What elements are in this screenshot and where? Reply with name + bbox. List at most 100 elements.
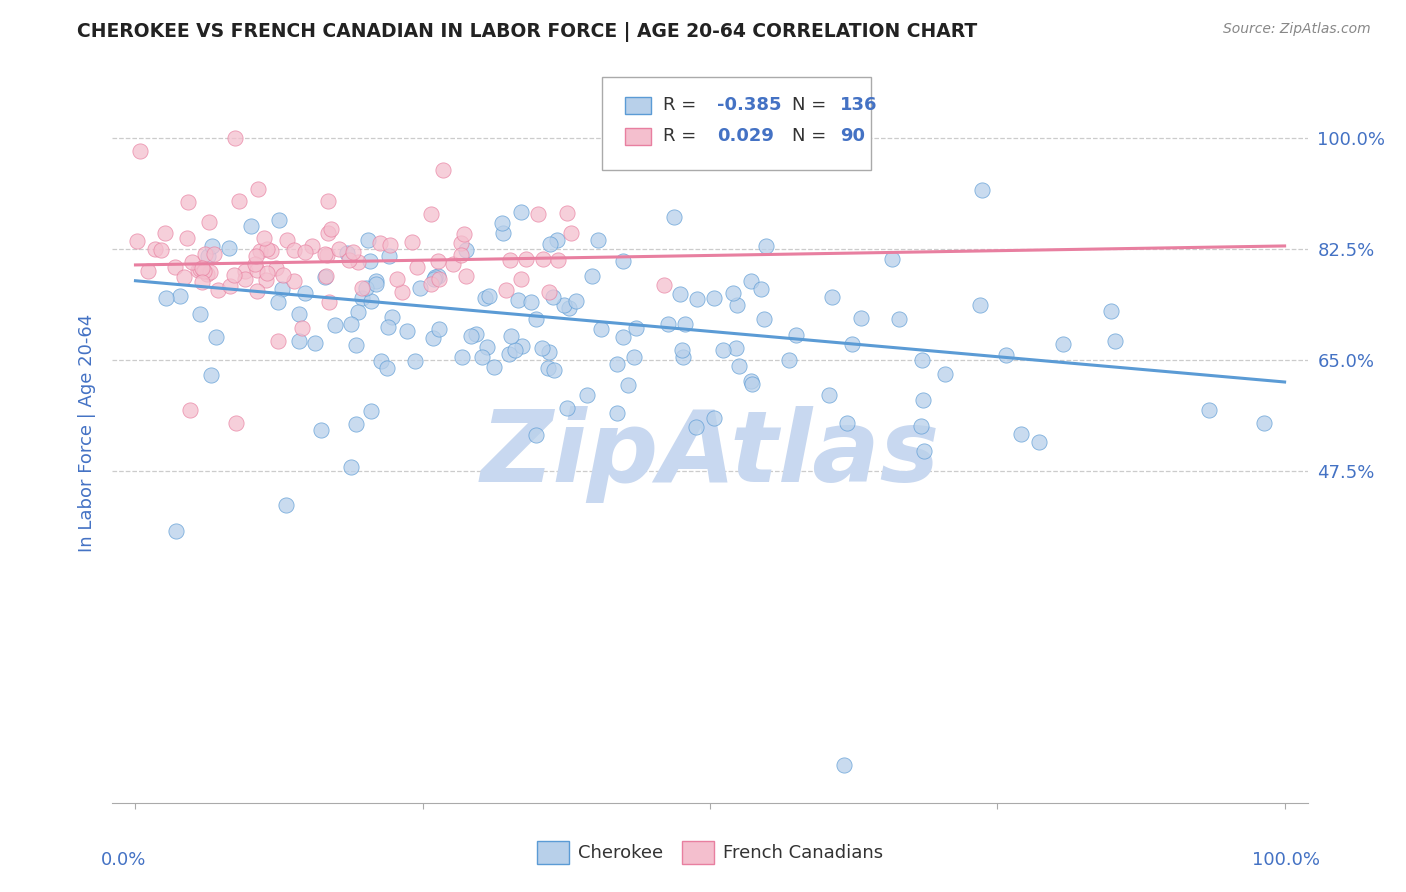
Point	[841, 337, 863, 351]
Point	[453, 227, 475, 242]
Point	[311, 423, 333, 437]
Point	[606, 357, 628, 371]
Point	[283, 243, 305, 257]
Point	[378, 238, 401, 252]
Point	[1028, 434, 1050, 449]
Text: N =: N =	[793, 96, 832, 114]
Point	[207, 283, 229, 297]
Text: 136: 136	[841, 96, 877, 114]
Point	[723, 285, 745, 300]
Point	[385, 271, 408, 285]
Point	[266, 261, 288, 276]
Point	[456, 243, 478, 257]
Point	[350, 291, 373, 305]
Point	[524, 428, 547, 442]
Point	[360, 404, 382, 418]
Point	[586, 233, 609, 247]
Point	[218, 241, 240, 255]
Point	[218, 278, 240, 293]
Point	[669, 287, 692, 301]
Point	[205, 329, 228, 343]
Point	[291, 321, 314, 335]
Point	[249, 244, 271, 259]
Point	[187, 262, 209, 277]
Point	[1104, 334, 1126, 349]
Point	[245, 249, 267, 263]
Point	[555, 205, 578, 219]
Point	[198, 265, 221, 279]
Point	[543, 363, 565, 377]
Point	[623, 350, 645, 364]
Point	[711, 343, 734, 357]
Point	[530, 341, 553, 355]
Point	[228, 194, 250, 208]
Point	[381, 310, 404, 324]
Point	[612, 254, 634, 268]
Point	[754, 312, 776, 326]
Point	[176, 231, 198, 245]
Point	[319, 221, 342, 235]
Point	[271, 268, 294, 282]
Point	[314, 270, 336, 285]
Point	[201, 239, 224, 253]
Point	[316, 227, 339, 241]
Point	[246, 284, 269, 298]
Point	[728, 359, 751, 373]
Point	[301, 239, 323, 253]
Point	[294, 245, 316, 260]
Point	[547, 253, 569, 268]
Point	[267, 212, 290, 227]
Point	[498, 347, 520, 361]
Point	[575, 388, 598, 402]
Point	[499, 329, 522, 343]
Point	[339, 460, 361, 475]
Point	[581, 269, 603, 284]
Point	[912, 392, 935, 407]
Point	[200, 368, 222, 382]
Point	[454, 269, 477, 284]
Point	[247, 182, 270, 196]
Point	[225, 416, 247, 430]
Point	[315, 269, 337, 284]
Point	[837, 416, 859, 430]
Point	[685, 293, 707, 307]
Legend: Cherokee, French Canadians: Cherokee, French Canadians	[537, 841, 883, 864]
Point	[671, 343, 693, 357]
Point	[179, 403, 201, 417]
Point	[969, 298, 991, 312]
Point	[995, 348, 1018, 362]
Point	[340, 318, 363, 332]
Point	[316, 194, 339, 208]
Point	[553, 297, 575, 311]
Point	[626, 321, 648, 335]
Text: R =: R =	[664, 96, 703, 114]
Point	[224, 131, 246, 145]
Point	[510, 339, 533, 353]
Point	[254, 273, 277, 287]
Point	[612, 329, 634, 343]
Point	[344, 338, 367, 352]
Point	[821, 290, 844, 304]
Point	[260, 244, 283, 258]
Point	[163, 260, 186, 275]
Point	[350, 281, 373, 295]
Point	[450, 247, 472, 261]
Point	[136, 263, 159, 277]
Text: 100.0%: 100.0%	[1251, 851, 1320, 869]
Point	[703, 411, 725, 425]
Point	[818, 387, 841, 401]
Point	[740, 274, 762, 288]
Point	[910, 419, 932, 434]
Point	[276, 233, 298, 247]
Point	[673, 317, 696, 331]
Point	[538, 345, 561, 359]
Point	[503, 343, 526, 357]
Point	[617, 378, 640, 392]
Point	[337, 253, 360, 268]
Point	[325, 318, 347, 332]
Point	[725, 342, 748, 356]
Point	[377, 320, 399, 334]
Point	[889, 312, 911, 326]
Point	[316, 248, 339, 262]
Point	[283, 274, 305, 288]
